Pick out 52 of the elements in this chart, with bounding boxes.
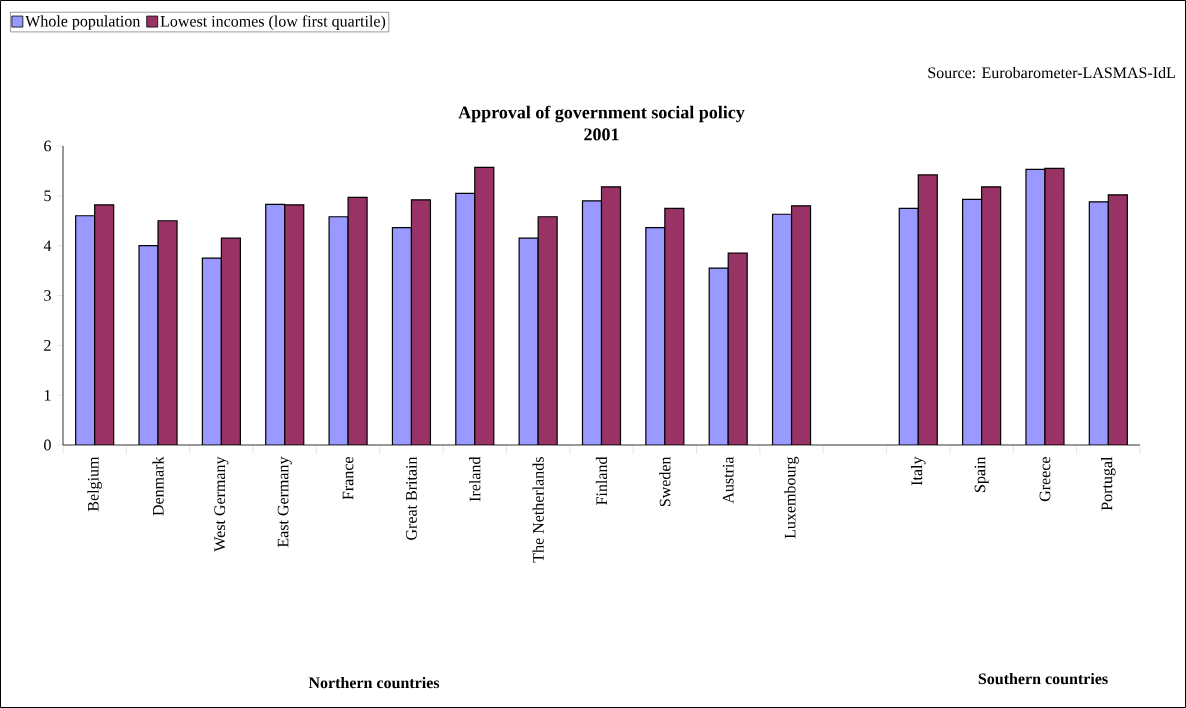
bar xyxy=(411,199,431,445)
bar xyxy=(75,215,95,445)
bar xyxy=(94,204,114,445)
bar xyxy=(791,205,811,445)
y-tick-label: 3 xyxy=(44,290,51,301)
x-tick-label: West Germany xyxy=(214,456,229,552)
x-tick-label: Finland xyxy=(595,456,608,505)
x-tick-label: France xyxy=(342,457,354,500)
bar xyxy=(582,200,602,445)
x-tick-label: Belgium xyxy=(87,456,102,512)
bar xyxy=(202,258,222,445)
bar xyxy=(284,204,304,445)
y-tick-label: 0 xyxy=(44,439,51,451)
bar xyxy=(474,167,494,445)
legend-label: Lowest incomes (low first quartile) xyxy=(160,15,386,30)
x-tick-label: Italy xyxy=(910,456,926,486)
bar xyxy=(899,208,919,445)
bar xyxy=(772,214,792,445)
bar xyxy=(962,199,982,445)
x-tick-label: The Netherlands xyxy=(532,457,544,563)
x-tick-label: East Germany xyxy=(277,456,292,548)
x-tick-label: Spain xyxy=(974,456,989,492)
bar xyxy=(709,268,729,445)
bar xyxy=(981,186,1001,445)
x-tick-label: Ireland xyxy=(469,456,481,502)
y-tick-label: 2 xyxy=(44,340,51,351)
y-tick-label: 6 xyxy=(44,140,51,152)
bar xyxy=(265,204,285,445)
y-tick-label: 1 xyxy=(44,389,51,401)
bar xyxy=(455,193,475,445)
x-tick-label: Great Britain xyxy=(406,456,417,540)
bar xyxy=(728,253,748,445)
bar xyxy=(1107,194,1128,445)
bar xyxy=(221,238,241,445)
y-tick-label: 5 xyxy=(44,190,51,202)
x-tick-label: Luxembourg xyxy=(784,456,799,539)
text: Southern countries xyxy=(978,672,1108,685)
bar xyxy=(1088,201,1109,445)
y-tick-label: 4 xyxy=(43,240,52,251)
text: Northern countries xyxy=(308,676,440,689)
bar xyxy=(918,174,938,445)
chart-title: Approval of government social policy xyxy=(458,105,745,123)
x-tick-label: Sweden xyxy=(659,456,671,507)
x-tick-label: Austria xyxy=(722,456,734,504)
bar xyxy=(392,227,412,445)
x-tick-label: Greece xyxy=(1039,457,1051,502)
bar xyxy=(601,186,621,445)
legend-label: Whole population xyxy=(25,15,141,30)
x-tick-label: Denmark xyxy=(152,456,164,516)
source-note: Source: Eurobarometer-LASMAS-IdL xyxy=(928,66,1175,79)
x-tick-label: Portugal xyxy=(1101,456,1116,511)
chart-subtitle: 2001 xyxy=(584,128,619,141)
